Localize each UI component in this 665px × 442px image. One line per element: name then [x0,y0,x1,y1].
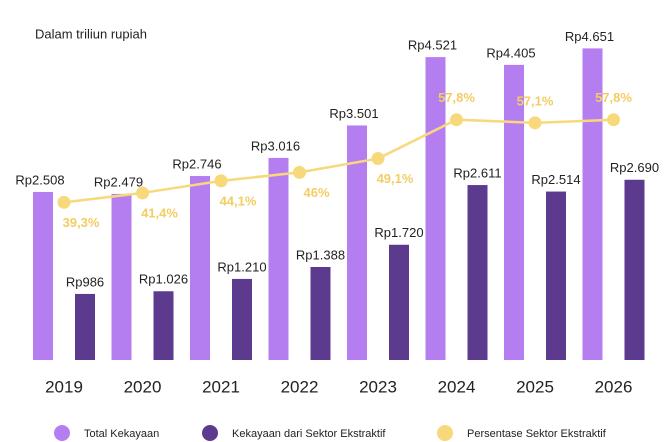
legend-label: Total Kekayaan [84,428,159,440]
x-tick-label: 2025 [516,377,554,396]
bar [347,125,367,360]
bar-value-label: Rp4.521 [408,38,457,53]
line [63,118,614,204]
line-value-label: 57,8% [595,90,632,105]
chart-subtitle: Dalam triliun rupiah [35,26,147,41]
bar [389,244,409,360]
x-tick-label: 2024 [438,377,476,396]
x-tick-label: 2026 [595,377,633,396]
bar-value-label: Rp4.651 [565,29,614,44]
legend-swatch [437,425,453,441]
bar [153,291,174,360]
legend-swatch [202,425,218,441]
bar [75,293,95,360]
line-point [136,186,149,200]
line-value-label: 46% [303,185,329,200]
line-value-label: 41,4% [141,205,178,220]
x-tick-label: 2023 [359,377,397,396]
bar-value-label: Rp2.611 [453,166,501,181]
bar [268,157,289,360]
legend-label: Kekayaan dari Sektor Ekstraktif [232,428,386,440]
bar-value-label: Rp4.405 [486,45,535,60]
line-point [607,113,620,127]
line-point [371,152,385,166]
legend-swatch [54,425,70,441]
x-tick-label: 2022 [281,377,319,396]
bar-value-label: Rp1.388 [296,247,345,262]
bar-value-label: Rp2.514 [531,172,580,187]
bar-value-label: Rp2.508 [15,172,64,187]
line-point [214,174,228,188]
bar [33,191,53,360]
line-value-label: 49,1% [377,171,414,186]
line-point [528,116,542,130]
line-value-label: 39,3% [63,215,100,230]
bar-value-label: Rp986 [66,274,104,289]
bar [190,176,210,360]
line-point [450,113,463,127]
bar-value-label: Rp2.746 [172,156,221,171]
bar [546,191,566,360]
x-tick-label: 2019 [45,377,83,396]
bar [624,179,645,360]
line-point [293,165,306,179]
line-point [57,195,71,209]
bar-value-label: Rp1.720 [374,225,423,240]
bar [582,48,603,361]
bar [467,185,488,360]
x-tick-label: 2021 [202,377,240,396]
line-value-label: 57,8% [438,90,475,105]
bar [310,267,331,360]
bar-value-label: Rp2.690 [610,160,659,175]
line-value-label: 57,1% [517,93,554,108]
bar [232,278,252,360]
bar-value-label: Rp3.016 [251,138,300,153]
bar [504,64,524,361]
legend-label: Persentase Sektor Ekstraktif [467,428,607,440]
bar-value-label: Rp2.479 [94,174,143,189]
bar-value-label: Rp3.501 [329,106,378,121]
bar [111,193,132,360]
bar-value-label: Rp1.210 [217,259,266,274]
x-tick-label: 2020 [124,377,162,396]
bar-value-label: Rp1.026 [139,272,188,287]
line-value-label: 44,1% [220,193,257,208]
